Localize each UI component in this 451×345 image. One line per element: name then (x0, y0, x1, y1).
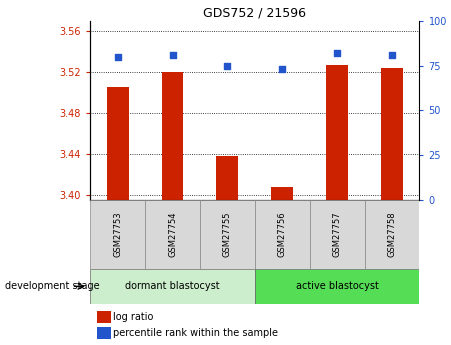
Bar (216, 156, 238, 200)
Point (224, 63, 231, 68)
Bar (90, 269, 255, 304)
Text: GSM27755: GSM27755 (223, 212, 232, 257)
Bar (97, 310, 110, 323)
Text: GSM27754: GSM27754 (168, 212, 177, 257)
Bar (255, 200, 310, 269)
Bar (255, 269, 419, 304)
Text: GSM27758: GSM27758 (387, 212, 396, 257)
Text: development stage: development stage (5, 282, 99, 291)
Point (388, 52, 396, 58)
Point (114, 54, 121, 59)
Point (333, 50, 341, 56)
Text: percentile rank within the sample: percentile rank within the sample (113, 328, 278, 338)
Bar (381, 68, 403, 200)
Bar (364, 200, 419, 269)
Point (169, 52, 176, 58)
Bar (106, 87, 129, 200)
Bar (161, 72, 184, 200)
Text: active blastocyst: active blastocyst (296, 282, 378, 291)
Bar (90, 200, 145, 269)
Bar (97, 327, 110, 339)
Bar (326, 65, 348, 200)
Text: dormant blastocyst: dormant blastocyst (125, 282, 220, 291)
Text: GSM27753: GSM27753 (113, 212, 122, 257)
Text: GSM27756: GSM27756 (278, 212, 287, 257)
Text: log ratio: log ratio (113, 312, 154, 322)
Point (279, 66, 286, 72)
Bar (271, 187, 293, 200)
Title: GDS752 / 21596: GDS752 / 21596 (203, 7, 306, 20)
Bar (310, 200, 364, 269)
Bar (145, 200, 200, 269)
Bar (200, 200, 255, 269)
Text: GSM27757: GSM27757 (333, 212, 341, 257)
